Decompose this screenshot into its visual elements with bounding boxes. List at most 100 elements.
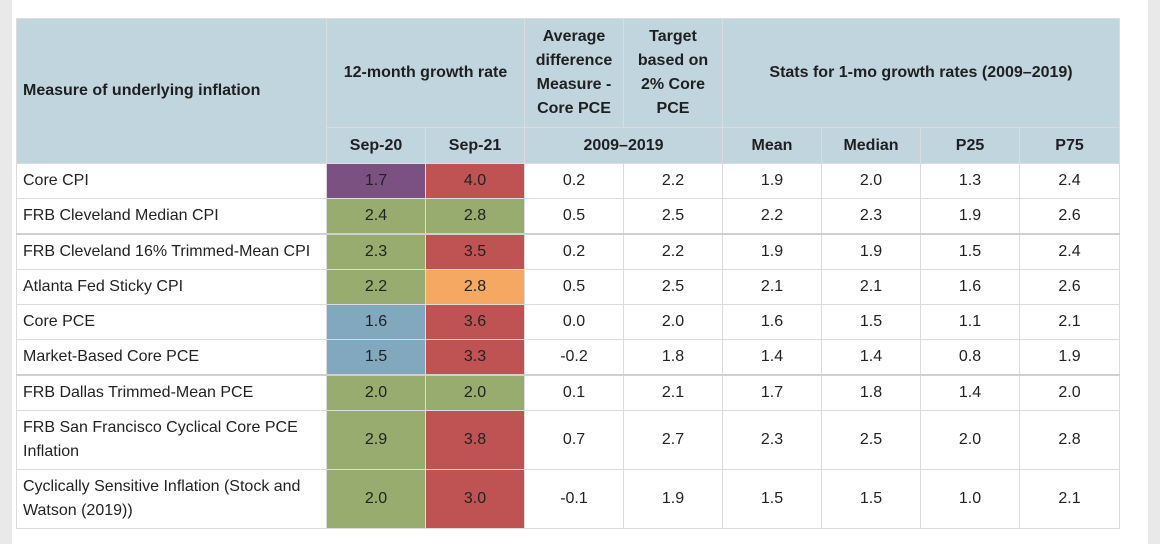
median-cell: 1.5 <box>821 469 921 529</box>
p75-cell: 1.9 <box>1018 339 1121 376</box>
sep20-cell: 1.5 <box>326 339 426 376</box>
header-p75: P75 <box>1018 127 1121 164</box>
p75-cell: 2.1 <box>1018 304 1121 340</box>
avg-diff-cell: 0.0 <box>524 304 624 340</box>
table-row: Atlanta Fed Sticky CPI 2.2 2.8 0.5 2.5 2… <box>16 269 1121 305</box>
header-average-difference: Average difference Measure - Core PCE <box>524 18 624 128</box>
header-period: 2009–2019 <box>524 127 723 164</box>
table-row: Market-Based Core PCE 1.5 3.3 -0.2 1.8 1… <box>16 339 1121 376</box>
header-target: Target based on 2% Core PCE <box>623 18 723 128</box>
row-label: Atlanta Fed Sticky CPI <box>16 269 327 305</box>
header-p25: P25 <box>920 127 1020 164</box>
sep20-cell: 2.9 <box>326 410 426 470</box>
header-sep21: Sep-21 <box>425 127 525 164</box>
median-cell: 1.8 <box>821 374 921 411</box>
header-sep20: Sep-20 <box>326 127 426 164</box>
row-label: Market-Based Core PCE <box>16 339 327 376</box>
table-row: FRB Cleveland Median CPI 2.4 2.8 0.5 2.5… <box>16 198 1121 235</box>
mean-cell: 2.3 <box>722 410 822 470</box>
median-cell: 1.5 <box>821 304 921 340</box>
mean-cell: 1.7 <box>722 374 822 411</box>
p25-cell: 1.5 <box>920 233 1020 270</box>
mean-cell: 1.6 <box>722 304 822 340</box>
header-mean: Mean <box>722 127 822 164</box>
mean-cell: 1.5 <box>722 469 822 529</box>
target-cell: 2.5 <box>623 269 723 305</box>
sep20-cell: 2.0 <box>326 469 426 529</box>
p75-cell: 2.8 <box>1018 410 1121 470</box>
median-cell: 2.5 <box>821 410 921 470</box>
row-label: FRB San Francisco Cyclical Core PCE Infl… <box>16 410 327 470</box>
target-cell: 2.2 <box>623 163 723 199</box>
table-row: FRB San Francisco Cyclical Core PCE Infl… <box>16 410 1121 470</box>
sep20-cell: 1.7 <box>326 163 426 199</box>
p75-cell: 2.4 <box>1018 163 1121 199</box>
table-row: FRB Dallas Trimmed-Mean PCE 2.0 2.0 0.1 … <box>16 374 1121 411</box>
mean-cell: 1.9 <box>722 163 822 199</box>
target-cell: 1.9 <box>623 469 723 529</box>
p25-cell: 1.9 <box>920 198 1020 235</box>
median-cell: 2.1 <box>821 269 921 305</box>
mean-cell: 2.2 <box>722 198 822 235</box>
sep20-cell: 2.4 <box>326 198 426 235</box>
p25-cell: 1.1 <box>920 304 1020 340</box>
sep20-cell: 1.6 <box>326 304 426 340</box>
target-cell: 2.0 <box>623 304 723 340</box>
row-label: FRB Dallas Trimmed-Mean PCE <box>16 374 327 411</box>
row-label: Cyclically Sensitive Inflation (Stock an… <box>16 469 327 529</box>
sep20-cell: 2.2 <box>326 269 426 305</box>
avg-diff-cell: 0.5 <box>524 269 624 305</box>
p75-cell: 2.6 <box>1018 198 1121 235</box>
sep21-cell: 2.8 <box>425 269 525 305</box>
median-cell: 2.3 <box>821 198 921 235</box>
target-cell: 2.5 <box>623 198 723 235</box>
p25-cell: 1.6 <box>920 269 1020 305</box>
p25-cell: 1.4 <box>920 374 1020 411</box>
median-cell: 2.0 <box>821 163 921 199</box>
p75-cell: 2.4 <box>1018 233 1121 270</box>
p75-cell: 2.6 <box>1018 269 1121 305</box>
avg-diff-cell: 0.2 <box>524 163 624 199</box>
footnote-fragment <box>20 534 1120 544</box>
sep21-cell: 3.6 <box>425 304 525 340</box>
target-cell: 2.1 <box>623 374 723 411</box>
p25-cell: 2.0 <box>920 410 1020 470</box>
table-row: Core CPI 1.7 4.0 0.2 2.2 1.9 2.0 1.3 2.4 <box>16 163 1121 199</box>
sep21-cell: 3.8 <box>425 410 525 470</box>
target-cell: 1.8 <box>623 339 723 376</box>
sep20-cell: 2.0 <box>326 374 426 411</box>
header-stats: Stats for 1-mo growth rates (2009–2019) <box>721 18 1121 128</box>
median-cell: 1.9 <box>821 233 921 270</box>
sep21-cell: 3.0 <box>425 469 525 529</box>
median-cell: 1.4 <box>821 339 921 376</box>
avg-diff-cell: -0.2 <box>524 339 624 376</box>
p25-cell: 1.3 <box>920 163 1020 199</box>
sep20-cell: 2.3 <box>326 233 426 270</box>
avg-diff-cell: 0.1 <box>524 374 624 411</box>
sep21-cell: 3.5 <box>425 233 525 270</box>
table-row: FRB Cleveland 16% Trimmed-Mean CPI 2.3 3… <box>16 233 1121 270</box>
avg-diff-cell: 0.7 <box>524 410 624 470</box>
header-median: Median <box>821 127 921 164</box>
header-growth-rate: 12-month growth rate <box>326 18 525 128</box>
header-measure: Measure of underlying inflation <box>16 18 327 164</box>
mean-cell: 1.9 <box>722 233 822 270</box>
sep21-cell: 3.3 <box>425 339 525 376</box>
inflation-table: Measure of underlying inflation 12-month… <box>16 18 1121 529</box>
avg-diff-cell: 0.2 <box>524 233 624 270</box>
row-label: Core PCE <box>16 304 327 340</box>
row-label: FRB Cleveland 16% Trimmed-Mean CPI <box>16 233 327 270</box>
p75-cell: 2.1 <box>1018 469 1121 529</box>
row-label: Core CPI <box>16 163 327 199</box>
mean-cell: 1.4 <box>722 339 822 376</box>
mean-cell: 2.1 <box>722 269 822 305</box>
p75-cell: 2.0 <box>1018 374 1121 411</box>
row-label: FRB Cleveland Median CPI <box>16 198 327 235</box>
sep21-cell: 2.8 <box>425 198 525 235</box>
target-cell: 2.2 <box>623 233 723 270</box>
table-row: Core PCE 1.6 3.6 0.0 2.0 1.6 1.5 1.1 2.1 <box>16 304 1121 340</box>
sep21-cell: 4.0 <box>425 163 525 199</box>
sep21-cell: 2.0 <box>425 374 525 411</box>
table-row: Cyclically Sensitive Inflation (Stock an… <box>16 469 1121 529</box>
p25-cell: 1.0 <box>920 469 1020 529</box>
